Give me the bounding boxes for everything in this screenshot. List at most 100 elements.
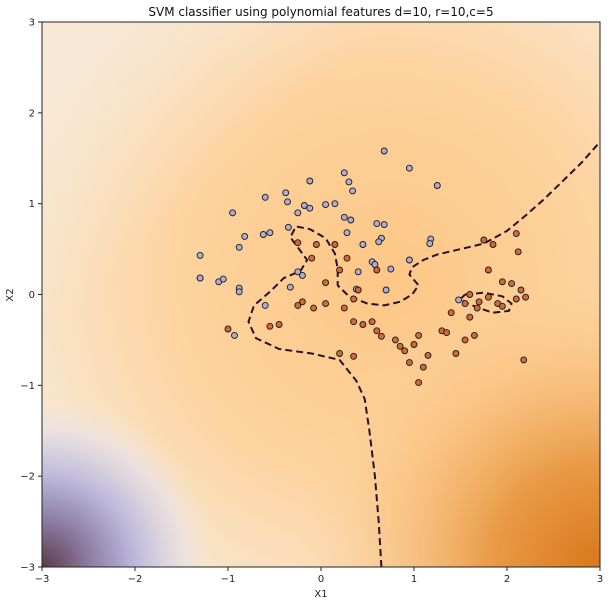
orange-data-point bbox=[480, 236, 488, 244]
orange-data-point bbox=[410, 341, 418, 348]
orange-data-point bbox=[473, 304, 481, 312]
purple-data-point bbox=[380, 147, 388, 155]
orange-data-point bbox=[452, 350, 460, 357]
orange-data-point bbox=[391, 336, 399, 344]
orange-data-point bbox=[484, 266, 492, 274]
orange-data-point bbox=[294, 239, 302, 247]
purple-data-point bbox=[343, 229, 351, 237]
purple-data-point bbox=[349, 187, 357, 195]
purple-data-point bbox=[387, 265, 395, 273]
y-tick-label: 2 bbox=[29, 108, 35, 119]
purple-data-point bbox=[345, 178, 353, 186]
orange-data-point bbox=[354, 286, 362, 294]
purple-data-point bbox=[241, 232, 249, 240]
purple-data-point bbox=[405, 256, 413, 264]
purple-data-point bbox=[235, 288, 243, 296]
x-tick-label: 0 bbox=[318, 574, 324, 585]
orange-data-point bbox=[415, 379, 423, 387]
orange-data-point bbox=[377, 332, 385, 340]
purple-data-point bbox=[433, 182, 441, 189]
orange-data-point bbox=[443, 329, 451, 337]
orange-data-point bbox=[359, 321, 367, 328]
orange-data-point bbox=[336, 266, 344, 274]
orange-data-point bbox=[340, 304, 348, 312]
orange-data-point bbox=[294, 301, 302, 309]
orange-data-point bbox=[373, 266, 381, 274]
purple-data-point bbox=[229, 209, 237, 217]
purple-data-point bbox=[375, 238, 383, 246]
orange-data-point bbox=[322, 300, 330, 308]
orange-data-point bbox=[322, 279, 330, 287]
points-layer bbox=[196, 147, 530, 387]
purple-data-point bbox=[359, 241, 367, 248]
orange-data-point bbox=[520, 356, 528, 364]
orange-data-point bbox=[308, 254, 316, 262]
orange-data-point bbox=[224, 325, 232, 333]
purple-data-point bbox=[340, 213, 348, 221]
x-tick-label: −1 bbox=[221, 574, 236, 585]
orange-data-point bbox=[298, 298, 306, 306]
orange-data-point bbox=[498, 278, 506, 286]
purple-data-point bbox=[455, 296, 463, 304]
purple-data-point bbox=[322, 201, 330, 209]
orange-data-point bbox=[343, 254, 351, 262]
purple-data-point bbox=[261, 193, 269, 201]
purple-data-point bbox=[340, 169, 348, 177]
purple-data-point bbox=[196, 274, 204, 282]
purple-data-point bbox=[259, 231, 267, 238]
decision-boundary-line bbox=[247, 141, 600, 567]
orange-data-point bbox=[312, 241, 320, 248]
purple-data-point bbox=[382, 286, 390, 294]
orange-data-point bbox=[350, 352, 358, 360]
purple-data-point bbox=[235, 243, 243, 251]
purple-data-point bbox=[282, 189, 290, 197]
x-axis-label: X1 bbox=[314, 589, 327, 600]
purple-data-point bbox=[219, 275, 227, 283]
purple-data-point bbox=[354, 268, 362, 276]
orange-data-point bbox=[275, 321, 283, 328]
purple-data-point bbox=[426, 240, 434, 248]
x-tick-label: −2 bbox=[128, 574, 143, 585]
purple-data-point bbox=[380, 221, 388, 229]
purple-data-point bbox=[405, 164, 413, 172]
orange-data-point bbox=[512, 230, 520, 238]
orange-data-point bbox=[336, 350, 344, 357]
purple-data-point bbox=[266, 229, 274, 237]
orange-data-point bbox=[466, 313, 474, 321]
purple-data-point bbox=[261, 301, 269, 309]
orange-data-point bbox=[350, 318, 358, 326]
orange-data-point bbox=[461, 336, 469, 344]
x-tick-label: 1 bbox=[411, 574, 417, 585]
orange-data-point bbox=[517, 286, 525, 294]
orange-data-point bbox=[266, 322, 274, 330]
orange-data-point bbox=[350, 295, 358, 303]
orange-data-point bbox=[424, 351, 432, 359]
purple-data-point bbox=[331, 200, 339, 208]
y-tick-label: 3 bbox=[29, 18, 35, 29]
purple-data-point bbox=[306, 204, 314, 212]
orange-data-point bbox=[331, 241, 339, 248]
purple-data-point bbox=[300, 202, 308, 209]
purple-data-point bbox=[294, 209, 302, 217]
orange-data-point bbox=[310, 304, 318, 312]
purple-data-point bbox=[284, 198, 291, 206]
purple-data-point bbox=[286, 283, 294, 291]
purple-data-point bbox=[298, 271, 306, 279]
orange-data-point bbox=[498, 302, 506, 310]
orange-data-point bbox=[522, 293, 530, 301]
orange-data-point bbox=[489, 241, 497, 248]
orange-data-point bbox=[373, 327, 381, 335]
background-purple-region bbox=[42, 22, 600, 567]
y-tick-label: −3 bbox=[20, 563, 35, 574]
orange-data-point bbox=[396, 342, 404, 350]
x-axis-ticks: −3 −2 −1 0 1 2 3 bbox=[35, 567, 603, 585]
orange-data-point bbox=[405, 359, 413, 367]
orange-data-point bbox=[466, 291, 474, 298]
chart-title: SVM classifier using polynomial features… bbox=[148, 5, 493, 19]
orange-data-point bbox=[475, 298, 483, 306]
orange-data-point bbox=[368, 318, 376, 326]
x-tick-label: 2 bbox=[504, 574, 510, 585]
y-axis-ticks: −3 −2 −1 0 1 2 3 bbox=[20, 18, 42, 574]
plot-area bbox=[42, 22, 600, 567]
